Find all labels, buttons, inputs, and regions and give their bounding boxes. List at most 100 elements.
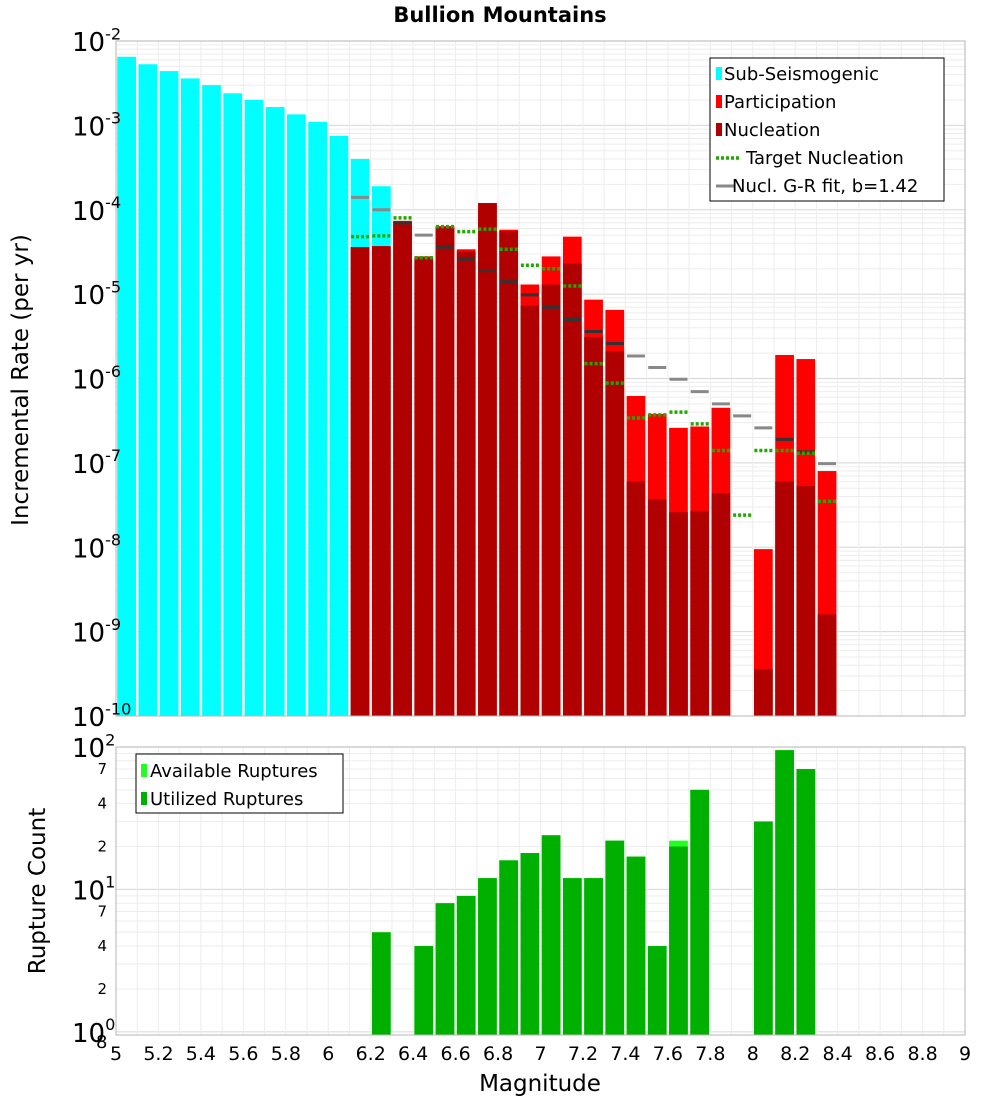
nucleation-bar	[669, 512, 688, 716]
nucleation-bar	[435, 227, 455, 716]
nucleation-bar	[711, 492, 731, 716]
y-tick-label-exp: -10	[105, 699, 131, 718]
x-tick-label: 6	[322, 1043, 334, 1065]
utilized-ruptures-bar	[456, 895, 476, 1035]
y-tick-label-base: 10	[72, 28, 105, 58]
y-tick-label: 10-2	[72, 24, 121, 58]
bottom-y-tick-label-base: 10	[72, 1019, 105, 1049]
bottom-plot-border	[115, 746, 966, 1036]
nucleation-bar	[499, 230, 519, 716]
nucleation-bar	[541, 284, 561, 716]
bottom-y-minor-tick-label: 4	[97, 795, 107, 813]
utilized-ruptures-bar	[669, 846, 688, 1035]
legend-label: Target Nucleation	[745, 148, 904, 169]
utilized-ruptures-bar	[775, 750, 794, 1035]
utilized-ruptures-bar	[690, 789, 710, 1035]
nucleation-bar	[393, 221, 412, 716]
x-tick-label: 8.4	[823, 1043, 853, 1065]
utilized-ruptures-bar	[520, 853, 540, 1035]
sub-seismogenic-bar	[265, 107, 285, 717]
x-tick-label: 6.6	[440, 1043, 470, 1065]
legend-swatch-available	[141, 764, 147, 777]
nucleation-bar	[350, 247, 370, 716]
bottom-y-minor-tick-label: 2	[97, 838, 107, 856]
y-tick-label-base: 10	[72, 281, 105, 311]
y-tick-label-base: 10	[72, 366, 105, 396]
utilized-ruptures-bar	[435, 903, 455, 1035]
legend-label: Sub-Seismogenic	[724, 64, 879, 85]
nucleation-bar	[626, 481, 646, 716]
bottom-legend-label: Available Ruptures	[150, 761, 318, 782]
y-tick-label: 10-4	[72, 193, 121, 227]
y-tick-label-base: 10	[72, 703, 105, 733]
sub-seismogenic-bar	[329, 135, 349, 717]
x-tick-label: 8.8	[907, 1043, 937, 1065]
nucleation-bar	[796, 486, 816, 716]
y-tick-label-base: 10	[72, 534, 105, 564]
legend-box	[709, 57, 945, 202]
utilized-ruptures-bar	[605, 840, 625, 1035]
x-tick-label: 8.6	[865, 1043, 895, 1065]
bottom-y-tick-label-exp: 0	[105, 1015, 115, 1034]
utilized-ruptures-bar	[414, 946, 434, 1035]
legend-swatch-utilized	[141, 792, 147, 805]
top-plot-border	[115, 40, 966, 717]
y-tick-label-exp: -7	[105, 446, 121, 465]
bottom-y-axis-label: Rupture Count	[25, 808, 51, 974]
sub-seismogenic-bar	[117, 56, 136, 716]
y-tick-label-exp: -8	[105, 531, 121, 550]
nucleation-bar	[605, 351, 625, 716]
top-bars	[117, 56, 837, 717]
bottom-y-tick-label-base: 10	[72, 876, 105, 906]
nucleation-bar	[414, 257, 434, 716]
x-tick-label: 8.2	[780, 1043, 810, 1065]
bottom-legend-label: Utilized Ruptures	[150, 789, 303, 810]
nucleation-bar	[647, 499, 667, 716]
legend-swatch-nucleation	[716, 123, 722, 136]
sub-seismogenic-bar	[159, 71, 179, 716]
y-tick-label: 10-5	[72, 277, 121, 311]
x-tick-label: 5.6	[228, 1043, 258, 1065]
legend-swatch-participation	[716, 95, 722, 108]
legend-label: Nucleation	[724, 120, 820, 141]
x-tick-label: 5.4	[186, 1043, 216, 1065]
y-tick-label-exp: -3	[105, 109, 121, 128]
bottom-y-tick-label: 100	[72, 1015, 115, 1049]
sub-seismogenic-bar	[287, 114, 306, 716]
utilized-ruptures-bar	[499, 860, 519, 1035]
x-tick-label: 7.6	[653, 1043, 683, 1065]
x-tick-label: 9	[959, 1043, 971, 1065]
y-tick-label: 10-7	[72, 446, 121, 480]
utilized-ruptures-bar	[647, 946, 667, 1035]
bottom-y-minor-tick-label: 4	[97, 937, 107, 955]
nucleation-bar	[478, 203, 497, 716]
x-tick-label: 8	[747, 1043, 759, 1065]
y-tick-label-base: 10	[72, 619, 105, 649]
y-tick-label-exp: -2	[105, 24, 121, 43]
nucleation-bar	[520, 305, 540, 716]
x-tick-label: 7	[534, 1043, 546, 1065]
y-tick-label-exp: -4	[105, 193, 121, 212]
x-tick-label: 6.4	[398, 1043, 428, 1065]
sub-seismogenic-bar	[223, 93, 243, 716]
utilized-ruptures-bar	[562, 878, 582, 1035]
y-tick-label-base: 10	[72, 112, 105, 142]
top-panel: Sub-Seismogenic Participation Nucleation Ta…	[115, 40, 966, 717]
x-tick-label: 5.8	[271, 1043, 301, 1065]
x-tick-label: 7.8	[695, 1043, 725, 1065]
y-tick-label: 10-6	[72, 362, 121, 396]
sub-seismogenic-bar	[138, 64, 158, 716]
bottom-y-minor-tick-label: 7	[97, 902, 107, 920]
bottom-panel: Available Ruptures Utilized Ruptures	[115, 746, 966, 1036]
bottom-y-tick-label-base: 10	[72, 734, 105, 764]
x-tick-label: 7.4	[610, 1043, 640, 1065]
nucleation-bar	[562, 263, 582, 716]
y-tick-label-exp: -5	[105, 277, 121, 296]
utilized-ruptures-bar	[754, 821, 773, 1035]
x-tick-label: 5.2	[143, 1043, 173, 1065]
bottom-y-tick-label-exp: 1	[105, 873, 115, 892]
utilized-ruptures-bar	[478, 878, 497, 1035]
nucleation-bar	[371, 246, 391, 716]
